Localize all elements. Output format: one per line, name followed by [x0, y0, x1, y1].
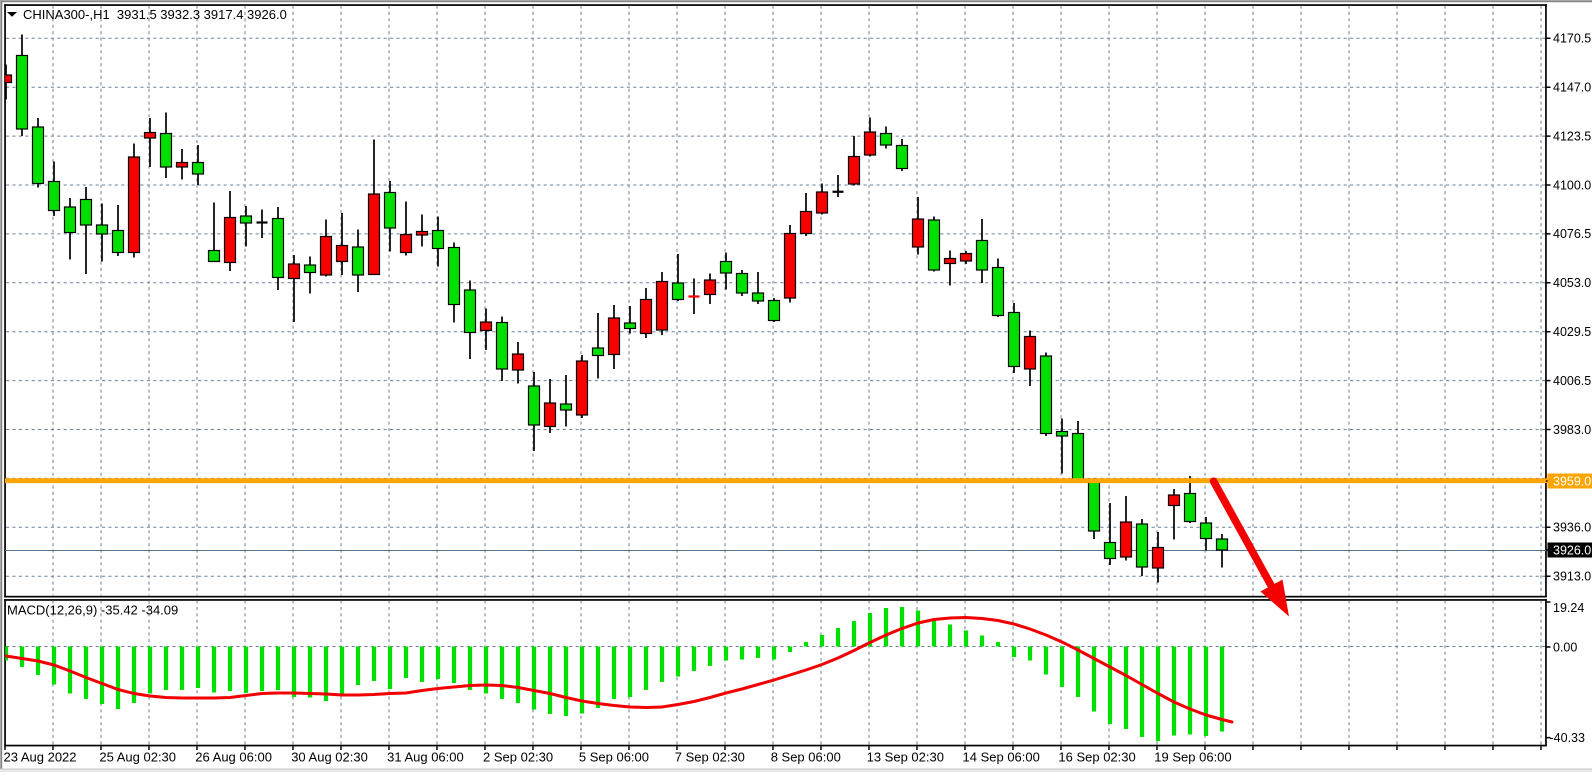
svg-text:3926.0: 3926.0: [1553, 543, 1591, 557]
svg-text:4170.5: 4170.5: [1553, 32, 1591, 46]
svg-text:4029.5: 4029.5: [1553, 325, 1591, 339]
svg-text:30 Aug 02:30: 30 Aug 02:30: [291, 749, 368, 764]
svg-text:3983.0: 3983.0: [1553, 423, 1591, 437]
svg-text:3913.0: 3913.0: [1553, 570, 1591, 584]
svg-text:4076.5: 4076.5: [1553, 227, 1591, 241]
svg-text:4100.0: 4100.0: [1553, 178, 1591, 192]
svg-text:4006.5: 4006.5: [1553, 374, 1591, 388]
svg-text:3959.0: 3959.0: [1553, 474, 1591, 488]
svg-text:7 Sep 02:30: 7 Sep 02:30: [675, 749, 745, 764]
svg-text:14 Sep 06:00: 14 Sep 06:00: [963, 749, 1040, 764]
svg-text:19 Sep 06:00: 19 Sep 06:00: [1154, 749, 1231, 764]
svg-text:25 Aug 02:30: 25 Aug 02:30: [99, 749, 176, 764]
svg-text:8 Sep 06:00: 8 Sep 06:00: [771, 749, 841, 764]
svg-text:19.24: 19.24: [1553, 601, 1584, 615]
svg-text:2 Sep 02:30: 2 Sep 02:30: [483, 749, 553, 764]
svg-text:4147.0: 4147.0: [1553, 81, 1591, 95]
svg-text:0.00: 0.00: [1553, 640, 1577, 654]
svg-text:31 Aug 06:00: 31 Aug 06:00: [387, 749, 464, 764]
svg-text:13 Sep 02:30: 13 Sep 02:30: [867, 749, 944, 764]
svg-text:CHINA300-,H1 3931.5 3932.3 39: CHINA300-,H1 3931.5 3932.3 3917.4 3926.0: [23, 7, 287, 22]
svg-text:16 Sep 02:30: 16 Sep 02:30: [1058, 749, 1135, 764]
svg-text:23 Aug 2022: 23 Aug 2022: [4, 749, 77, 764]
svg-text:5 Sep 06:00: 5 Sep 06:00: [579, 749, 649, 764]
svg-text:3936.0: 3936.0: [1553, 521, 1591, 535]
svg-text:4123.5: 4123.5: [1553, 129, 1591, 143]
svg-text:-40.33: -40.33: [1550, 731, 1585, 745]
svg-text:4053.0: 4053.0: [1553, 276, 1591, 290]
svg-text:26 Aug 06:00: 26 Aug 06:00: [195, 749, 272, 764]
svg-text:MACD(12,26,9) -35.42 -34.09: MACD(12,26,9) -35.42 -34.09: [7, 602, 178, 617]
